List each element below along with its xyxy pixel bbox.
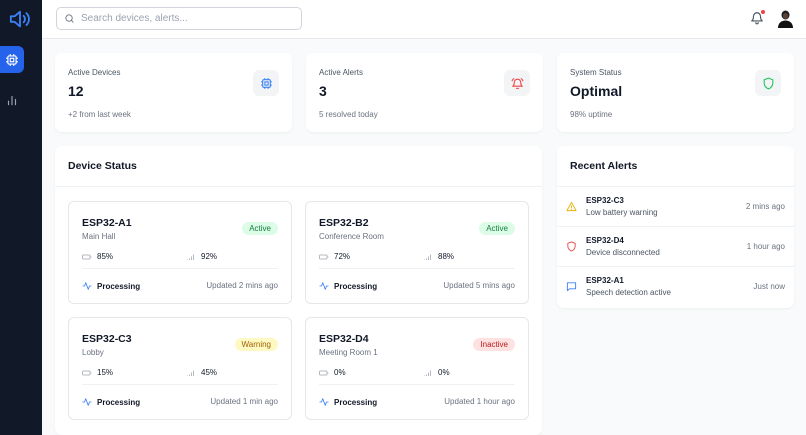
stat-label: Active Devices [68, 68, 121, 77]
search-input[interactable] [81, 13, 291, 24]
alert-time: Just now [753, 282, 785, 291]
signal-icon [424, 254, 431, 260]
stat-subtext: 98% uptime [570, 110, 613, 119]
bar-chart-icon [7, 95, 17, 105]
device-card[interactable]: ESP32-B2 Conference Room Active 72% 88% … [305, 201, 529, 304]
activity-status: Processing [82, 281, 140, 291]
updated-time: Updated 5 mins ago [443, 281, 515, 290]
stat-label: System Status [570, 68, 622, 77]
bell-icon [751, 12, 763, 25]
divider [319, 268, 515, 269]
signal-icon [187, 254, 194, 260]
updated-time: Updated 1 min ago [210, 397, 278, 406]
panel-title: Recent Alerts [557, 146, 794, 187]
search-icon [65, 14, 74, 23]
device-location: Conference Room [319, 232, 384, 241]
battery-icon [319, 370, 329, 375]
device-name: ESP32-B2 [319, 217, 369, 229]
shield-icon [755, 70, 781, 96]
status-badge: Active [479, 222, 515, 235]
alert-time: 2 mins ago [745, 202, 785, 211]
activity-status: Processing [319, 281, 377, 291]
alert-message: Device disconnected [586, 248, 660, 257]
battery-icon [82, 370, 92, 375]
device-card[interactable]: ESP32-C3 Lobby Warning 15% 45% Processin… [68, 317, 292, 420]
activity-icon [319, 282, 329, 290]
stat-card-active-devices: Active Devices 12 +2 from last week [55, 53, 292, 132]
avatar[interactable] [777, 9, 794, 28]
activity-icon [82, 282, 92, 290]
signal-metric: 0% [423, 368, 450, 377]
alert-item[interactable]: ESP32-A1 Speech detection active Just no… [557, 267, 794, 307]
alert-device: ESP32-C3 [586, 196, 624, 205]
device-card[interactable]: ESP32-D4 Meeting Room 1 Inactive 0% 0% P… [305, 317, 529, 420]
alert-time: 1 hour ago [746, 242, 785, 251]
updated-time: Updated 2 mins ago [206, 281, 278, 290]
signal-metric: 92% [186, 252, 217, 261]
divider [82, 268, 278, 269]
battery-metric: 0% [319, 368, 346, 377]
device-location: Main Hall [82, 232, 116, 241]
status-badge: Active [242, 222, 278, 235]
bell-ring-icon [504, 70, 530, 96]
alert-device: ESP32-D4 [586, 236, 624, 245]
sidebar-item-analytics[interactable] [0, 86, 24, 113]
stat-subtext: 5 resolved today [319, 110, 378, 119]
stat-subtext: +2 from last week [68, 110, 131, 119]
alert-message: Speech detection active [586, 288, 671, 297]
alert-message: Low battery warning [586, 208, 658, 217]
alert-item[interactable]: ESP32-D4 Device disconnected 1 hour ago [557, 227, 794, 267]
device-name: ESP32-C3 [82, 333, 132, 345]
stat-card-active-alerts: Active Alerts 3 5 resolved today [306, 53, 543, 132]
stat-label: Active Alerts [319, 68, 364, 77]
battery-metric: 15% [82, 368, 113, 377]
signal-metric: 45% [186, 368, 217, 377]
divider [82, 384, 278, 385]
shield-icon [567, 241, 576, 252]
updated-time: Updated 1 hour ago [444, 397, 515, 406]
signal-metric: 88% [423, 252, 454, 261]
activity-status: Processing [319, 397, 377, 407]
status-badge: Warning [234, 338, 278, 351]
signal-icon [187, 370, 194, 376]
stat-value: 12 [68, 83, 84, 99]
device-status-panel: Device Status ESP32-A1 Main Hall Active … [55, 146, 542, 435]
stat-card-system-status: System Status Optimal 98% uptime [557, 53, 794, 132]
battery-icon [319, 254, 329, 259]
device-location: Lobby [82, 348, 104, 357]
activity-icon [82, 398, 92, 406]
stat-value: 3 [319, 83, 327, 99]
recent-alerts-panel: Recent Alerts ESP32-C3 Low battery warni… [557, 146, 794, 308]
device-name: ESP32-D4 [319, 333, 369, 345]
stat-value: Optimal [570, 83, 623, 99]
panel-title: Device Status [55, 146, 542, 187]
sidebar-item-devices[interactable] [0, 46, 24, 73]
device-location: Meeting Room 1 [319, 348, 378, 357]
speaker-icon [9, 9, 31, 29]
status-badge: Inactive [473, 338, 515, 351]
divider [319, 384, 515, 385]
activity-icon [319, 398, 329, 406]
search-box[interactable] [56, 7, 302, 30]
signal-icon [424, 370, 431, 376]
alert-device: ESP32-A1 [586, 276, 624, 285]
chip-icon [6, 53, 18, 66]
alert-item[interactable]: ESP32-C3 Low battery warning 2 mins ago [557, 187, 794, 227]
message-icon [566, 282, 577, 292]
battery-metric: 85% [82, 252, 113, 261]
device-name: ESP32-A1 [82, 217, 132, 229]
battery-metric: 72% [319, 252, 350, 261]
device-card[interactable]: ESP32-A1 Main Hall Active 85% 92% Proces… [68, 201, 292, 304]
notifications-button[interactable] [750, 10, 765, 25]
top-bar [42, 0, 806, 39]
sidebar [0, 0, 42, 435]
unread-dot [761, 10, 765, 14]
activity-status: Processing [82, 397, 140, 407]
battery-icon [82, 254, 92, 259]
chip-icon [253, 70, 279, 96]
warning-triangle-icon [566, 201, 577, 212]
